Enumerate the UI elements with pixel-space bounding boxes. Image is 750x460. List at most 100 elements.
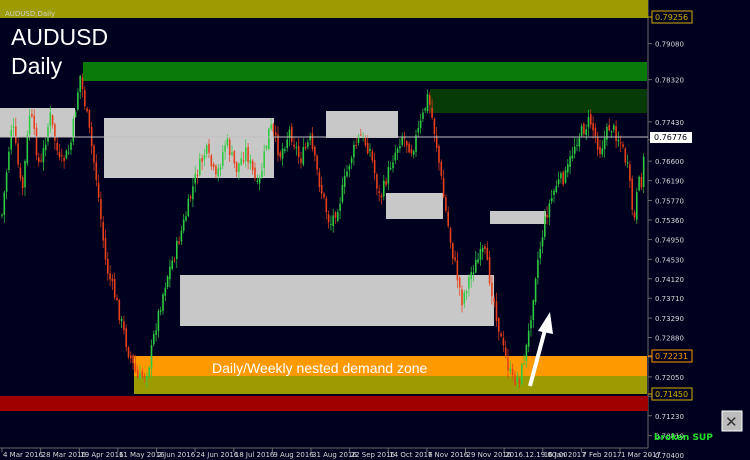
- candle-body: [360, 134, 362, 136]
- candle-body: [238, 163, 240, 173]
- candle-body: [162, 294, 164, 311]
- candle-body: [263, 151, 265, 168]
- candle-body: [514, 374, 516, 385]
- candle-body: [599, 146, 601, 155]
- candle-body: [617, 139, 620, 142]
- candle-body: [539, 248, 541, 259]
- candle-body: [265, 146, 268, 149]
- candle-body: [185, 216, 187, 221]
- candle-body: [366, 142, 369, 154]
- x-tick-label: 11 May 2016: [119, 451, 165, 459]
- candle-body: [373, 159, 376, 174]
- candle-body: [176, 240, 178, 260]
- upper-olive-band: [0, 0, 648, 18]
- x-tick-label: 24 Jun 2016: [196, 451, 239, 459]
- candle-body: [254, 167, 256, 179]
- lower-olive-band: [134, 376, 647, 394]
- candle-body: [286, 139, 288, 149]
- candle-body: [132, 355, 134, 363]
- candle-body: [544, 216, 546, 237]
- candle-body: [435, 135, 438, 148]
- gray-zone-3: [326, 111, 398, 138]
- candle-body: [325, 198, 328, 213]
- candle-body: [201, 157, 203, 162]
- y-tick-label: 0.72050: [655, 374, 684, 382]
- candle-body: [636, 192, 638, 220]
- candle-body: [84, 89, 86, 107]
- y-tick-label: 0.75360: [655, 217, 684, 225]
- candle-body: [502, 338, 505, 346]
- candle-body: [475, 259, 477, 273]
- candle-body: [74, 112, 77, 117]
- candle-body: [120, 318, 123, 322]
- candle-body: [334, 212, 337, 218]
- candle-body: [93, 145, 95, 163]
- candle-body: [484, 246, 486, 249]
- candle-body: [603, 137, 606, 150]
- candle-body: [477, 259, 479, 263]
- candle-body: [284, 149, 286, 151]
- candle-body: [417, 128, 420, 133]
- x-tick-label: 16 Jan 2017: [544, 451, 586, 459]
- candle-body: [389, 168, 392, 170]
- symbol-label: AUDUSD: [11, 24, 108, 50]
- candle-body: [63, 157, 65, 162]
- candle-body: [302, 147, 305, 165]
- y-tick-label: 0.78320: [655, 77, 684, 85]
- candle-body: [560, 173, 562, 179]
- candle-body: [394, 152, 397, 161]
- candle-body: [357, 135, 360, 144]
- candle-body: [594, 128, 597, 136]
- candle-body: [58, 152, 61, 158]
- candle-body: [123, 321, 125, 331]
- candle-body: [40, 160, 42, 162]
- supply-zone-1: [83, 62, 647, 81]
- candle-body: [633, 212, 636, 218]
- candle-body: [583, 123, 585, 135]
- scroll-to-end-button[interactable]: ✕: [721, 410, 743, 432]
- candle-body: [615, 126, 617, 141]
- candle-body: [251, 160, 254, 171]
- candle-body: [456, 260, 459, 281]
- candle-body: [26, 135, 29, 164]
- candle-body: [33, 115, 35, 129]
- candle-body: [438, 146, 440, 163]
- candle-body: [166, 276, 169, 288]
- candle-body: [355, 145, 357, 147]
- candle-body: [442, 178, 445, 198]
- candle-body: [378, 191, 380, 193]
- candle-body: [481, 247, 484, 252]
- candle-body: [304, 146, 307, 149]
- candle-body: [130, 355, 132, 359]
- candle-body: [113, 279, 116, 298]
- candle-body: [203, 155, 206, 160]
- window-title: AUDUSD,Daily: [5, 10, 55, 18]
- candle-body: [320, 184, 323, 194]
- candle-body: [440, 161, 443, 176]
- candle-body: [164, 287, 167, 296]
- candle-body: [606, 126, 608, 140]
- candle-body: [433, 118, 436, 134]
- gray-zone-1: [0, 108, 75, 137]
- candle-body: [139, 372, 141, 380]
- candle-body: [449, 228, 452, 243]
- candle-body: [235, 162, 238, 172]
- candle-body: [256, 180, 259, 182]
- candle-body: [143, 376, 146, 378]
- candle-body: [493, 298, 495, 302]
- candle-body: [270, 124, 272, 130]
- y-tick-label: 0.76600: [655, 158, 684, 166]
- candle-body: [291, 126, 293, 142]
- candle-body: [72, 119, 75, 142]
- candle-body: [527, 330, 530, 347]
- price-label-2: 0.71450: [648, 387, 693, 401]
- candle-body: [491, 282, 493, 297]
- candle-body: [178, 241, 180, 244]
- candle-body: [97, 182, 100, 198]
- candle-body: [592, 122, 594, 131]
- candle-body: [461, 289, 463, 306]
- y-tick-label: 0.74120: [655, 276, 684, 284]
- candle-body: [431, 107, 433, 118]
